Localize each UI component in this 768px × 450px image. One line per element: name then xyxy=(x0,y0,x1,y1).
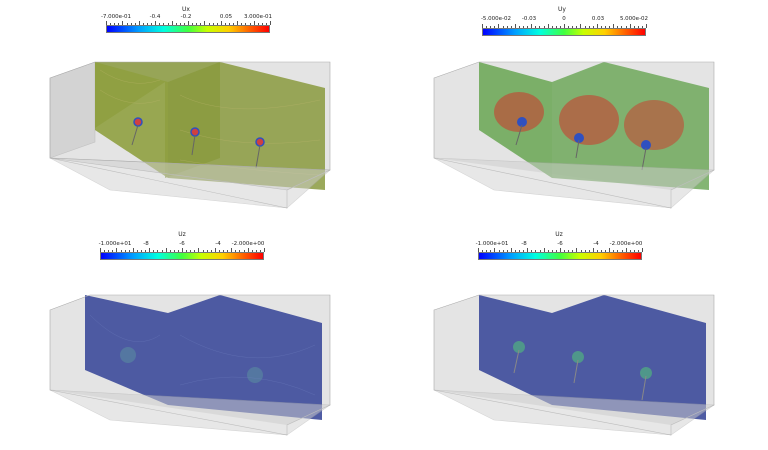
colorbar-label-min: -7.000e-01 xyxy=(100,14,132,20)
colorbar-label-4: 0.03 xyxy=(591,16,605,22)
colorbar-label-2: -8 xyxy=(521,241,527,247)
panel-ux: Ux -7.000e-01 -0.4 -0.2 0.05 3.000e-01 xyxy=(0,0,384,225)
panel-uy: Uy -5.000e-02 -0.03 0 0.03 5.000e-02 xyxy=(384,0,768,225)
colorbar-label-3: 0 xyxy=(562,16,566,22)
colorbar-title: Ux xyxy=(182,6,190,13)
colorbar-label-2: -0.4 xyxy=(149,14,161,20)
colorbar-ticks xyxy=(478,248,643,252)
flow-visualization xyxy=(433,61,715,209)
colorbar-label-min: -1.000e+01 xyxy=(98,241,132,247)
colorbar-label-4: -4 xyxy=(215,241,221,247)
colorbar xyxy=(100,252,264,260)
colorbar-label-max: -2.000e+00 xyxy=(231,241,265,247)
flow-visualization xyxy=(49,61,331,209)
colorbar-title: Uz xyxy=(178,231,186,238)
colorbar-label-max: 3.000e-01 xyxy=(243,14,273,20)
colorbar-ticks xyxy=(106,21,271,25)
colorbar xyxy=(482,28,646,36)
colorbar-label-2: -8 xyxy=(143,241,149,247)
colorbar xyxy=(478,252,642,260)
flow-visualization xyxy=(49,294,331,436)
colorbar-label-max: 5.000e-02 xyxy=(619,16,649,22)
colorbar-title: Uy xyxy=(558,6,566,13)
colorbar-label-3: -6 xyxy=(557,241,563,247)
panel-uz-a: Uz -1.000e+01 -8 -6 -4 -2.000e+00 xyxy=(0,225,384,450)
colorbar-label-3: -0.2 xyxy=(180,14,192,20)
colorbar-ticks xyxy=(482,24,647,28)
colorbar-label-min: -5.000e-02 xyxy=(480,16,512,22)
colorbar-label-max: -2.000e+00 xyxy=(609,241,643,247)
colorbar-label-min: -1.000e+01 xyxy=(475,241,509,247)
panel-uz-b: Uz -1.000e+01 -8 -6 -4 -2.000e+00 xyxy=(384,225,768,450)
colorbar-label-4: -4 xyxy=(593,241,599,247)
colorbar-title: Uz xyxy=(555,231,563,238)
colorbar xyxy=(106,25,270,33)
colorbar-ticks xyxy=(100,248,265,252)
flow-visualization xyxy=(433,294,715,436)
colorbar-label-2: -0.03 xyxy=(521,16,537,22)
colorbar-label-3: -6 xyxy=(179,241,185,247)
colorbar-label-4: 0.05 xyxy=(219,14,233,20)
